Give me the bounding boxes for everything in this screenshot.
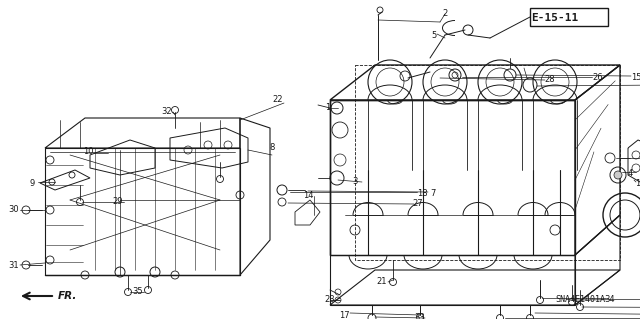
- Text: 29: 29: [113, 197, 124, 206]
- Text: 1: 1: [325, 103, 331, 113]
- Text: 33: 33: [415, 314, 426, 319]
- Text: 4: 4: [627, 168, 632, 177]
- Text: 21: 21: [377, 278, 387, 286]
- Text: 23: 23: [324, 295, 335, 305]
- Text: E-15-11: E-15-11: [531, 13, 579, 23]
- Text: SNA4E1401A: SNA4E1401A: [555, 295, 605, 305]
- FancyBboxPatch shape: [530, 8, 608, 26]
- Text: 8: 8: [269, 144, 275, 152]
- Text: 27: 27: [413, 199, 423, 209]
- Circle shape: [614, 171, 622, 179]
- Text: 10: 10: [83, 147, 93, 157]
- Text: 32: 32: [162, 108, 172, 116]
- Text: 30: 30: [9, 205, 19, 214]
- Text: 18: 18: [417, 189, 428, 197]
- Text: 14: 14: [303, 191, 313, 201]
- Text: 2: 2: [442, 9, 447, 18]
- Text: 26: 26: [593, 73, 604, 83]
- Bar: [355, 65, 620, 260]
- Text: 17: 17: [339, 310, 349, 319]
- Text: 7: 7: [430, 189, 436, 197]
- Text: 5: 5: [431, 32, 436, 41]
- Text: 11: 11: [635, 180, 640, 189]
- Text: FR.: FR.: [58, 291, 77, 301]
- Text: 28: 28: [545, 76, 556, 85]
- Text: 3: 3: [352, 177, 358, 187]
- Text: 9: 9: [29, 179, 35, 188]
- Text: 22: 22: [273, 95, 284, 105]
- Text: 15: 15: [631, 72, 640, 81]
- Text: 31: 31: [9, 261, 19, 270]
- Text: 35: 35: [132, 287, 143, 296]
- Text: 34: 34: [605, 295, 615, 305]
